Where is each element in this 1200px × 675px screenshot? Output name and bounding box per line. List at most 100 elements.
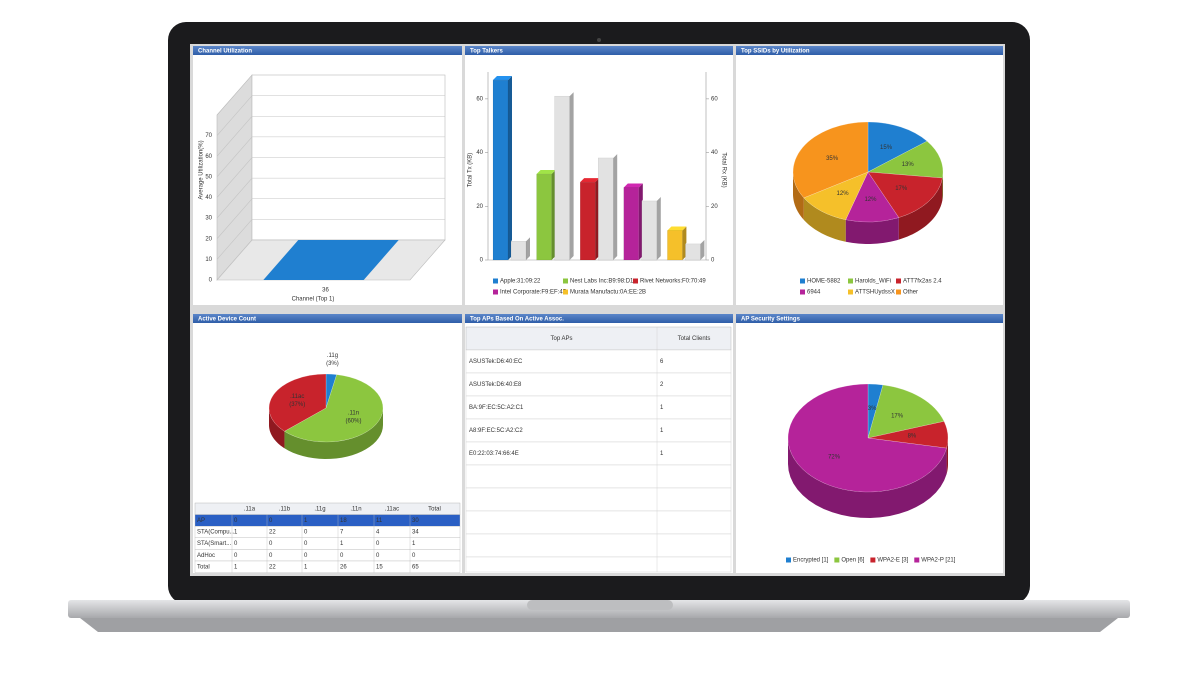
bar-side	[656, 196, 661, 260]
pie-label: .11ac	[290, 394, 304, 400]
legend-label: HOME-5882	[807, 279, 841, 285]
pie-value-label: (3%)	[326, 361, 339, 367]
pie-slice-top	[787, 383, 947, 493]
table-header: Top APs	[550, 336, 572, 342]
y-tick-label: 10	[205, 257, 212, 263]
table-cell: 0	[234, 518, 238, 524]
table-cell: ASUSTek:D6:40:E8	[469, 382, 522, 388]
bar	[536, 170, 556, 261]
table-cell: 18	[340, 518, 347, 524]
legend-swatch	[563, 278, 568, 284]
panel-title-bar	[193, 46, 462, 55]
legend-swatch	[896, 289, 901, 295]
lid-notch	[527, 600, 673, 610]
bar-top	[667, 226, 687, 231]
legend-swatch	[896, 278, 901, 284]
pie-label: .11g	[327, 353, 338, 359]
pie-slice	[787, 383, 947, 518]
pie-slice-side	[898, 178, 943, 240]
pie-slice	[867, 140, 944, 201]
bar-top	[623, 183, 643, 188]
panel-title: AP Security Settings	[741, 317, 801, 323]
legend-label: Rivet Networks:F0:70:49	[640, 279, 706, 285]
bar-side	[700, 239, 705, 260]
legend-label: Nest Labs Inc:B9:98:D1	[570, 279, 634, 285]
bar-side	[526, 237, 530, 260]
pie-label: .11n	[348, 411, 359, 417]
table-row	[465, 464, 732, 489]
table-cell: 1	[304, 518, 308, 524]
pie-value-label: 13%	[902, 162, 915, 168]
pie-slice-top	[867, 121, 928, 173]
legend-label: ATTSHUydssX	[855, 290, 895, 296]
grid-line	[216, 95, 445, 136]
pie-value-label: 12%	[837, 191, 850, 197]
panel-title: Channel Utilization	[198, 49, 252, 55]
bar-top	[641, 196, 661, 201]
legend-label: WPA2-E [3]	[877, 558, 908, 564]
pie-slice-side	[793, 172, 804, 220]
y2-tick-label: 40	[711, 150, 718, 156]
pie-slice	[867, 171, 943, 240]
pie-slice-side	[803, 197, 846, 242]
bar-front	[623, 187, 639, 261]
bar-top	[580, 178, 600, 183]
table-row-label: AP	[197, 518, 205, 524]
table-cell: 0	[234, 553, 238, 559]
grid-line	[216, 136, 445, 178]
laptop-base-edge	[80, 618, 1118, 632]
bar-front	[685, 243, 701, 261]
pie-slice-side	[845, 217, 899, 244]
legend-swatch	[848, 289, 853, 295]
bar-front	[536, 173, 552, 261]
grid-line	[216, 198, 445, 239]
grid-line	[216, 157, 445, 198]
table-cell: 15	[376, 564, 383, 570]
pie-value-label: 3%	[868, 406, 877, 412]
panel-title: Top APs Based On Active Assoc.	[470, 317, 564, 323]
table-cell: 30	[412, 518, 419, 524]
bar	[623, 183, 643, 261]
grid-line	[216, 177, 445, 219]
y-tick-label: 50	[205, 174, 212, 180]
bar-front	[641, 200, 657, 261]
pie-slice-top	[268, 373, 327, 432]
table-header: .11a	[244, 506, 256, 512]
table-cell: 0	[304, 530, 308, 536]
bar-top	[511, 237, 530, 242]
pie-slice-top	[867, 384, 945, 439]
pie-slice	[325, 373, 338, 409]
table-cell: 26	[340, 564, 347, 570]
legend-label: Murata Manufactu:0A:EE:2B	[570, 290, 646, 296]
pie-value-label: (37%)	[289, 402, 305, 408]
pie-value-label: 72%	[828, 455, 841, 461]
table-cell: ASUSTek:D6:40:EC	[469, 359, 523, 365]
table-cell: 1	[234, 530, 238, 536]
panel-title: Active Device Count	[198, 317, 256, 323]
bar-top	[554, 92, 574, 97]
table-cell: 34	[412, 530, 419, 536]
table-cell: 1	[304, 564, 308, 570]
y-tick-label: 0	[480, 258, 484, 264]
legend-label: Intel Corporate:F9:EF:4D	[500, 290, 568, 296]
pie-value-label: 17%	[895, 186, 908, 192]
x-tick-label: 36	[322, 288, 329, 294]
bar-side	[613, 153, 618, 260]
y2-axis-label: Total Rx (KB)	[720, 152, 726, 187]
table-header: Total	[428, 506, 441, 512]
table-cell: 0	[304, 553, 308, 559]
table-cell: 0	[376, 553, 380, 559]
bar-front	[492, 79, 509, 261]
table-cell: 0	[269, 553, 273, 559]
table-row-label: AdHoc	[197, 553, 215, 559]
table-cell: 1	[412, 541, 416, 547]
legend-swatch	[493, 289, 498, 295]
table-header: Total Clients	[678, 336, 711, 342]
legend-swatch	[914, 557, 920, 563]
table-cell: 1	[234, 564, 238, 570]
bar	[554, 92, 574, 261]
pie-slice	[803, 171, 869, 242]
table-cell: A8:9F:EC:5C:A2:C2	[469, 428, 523, 434]
table-cell: 7	[340, 530, 344, 536]
